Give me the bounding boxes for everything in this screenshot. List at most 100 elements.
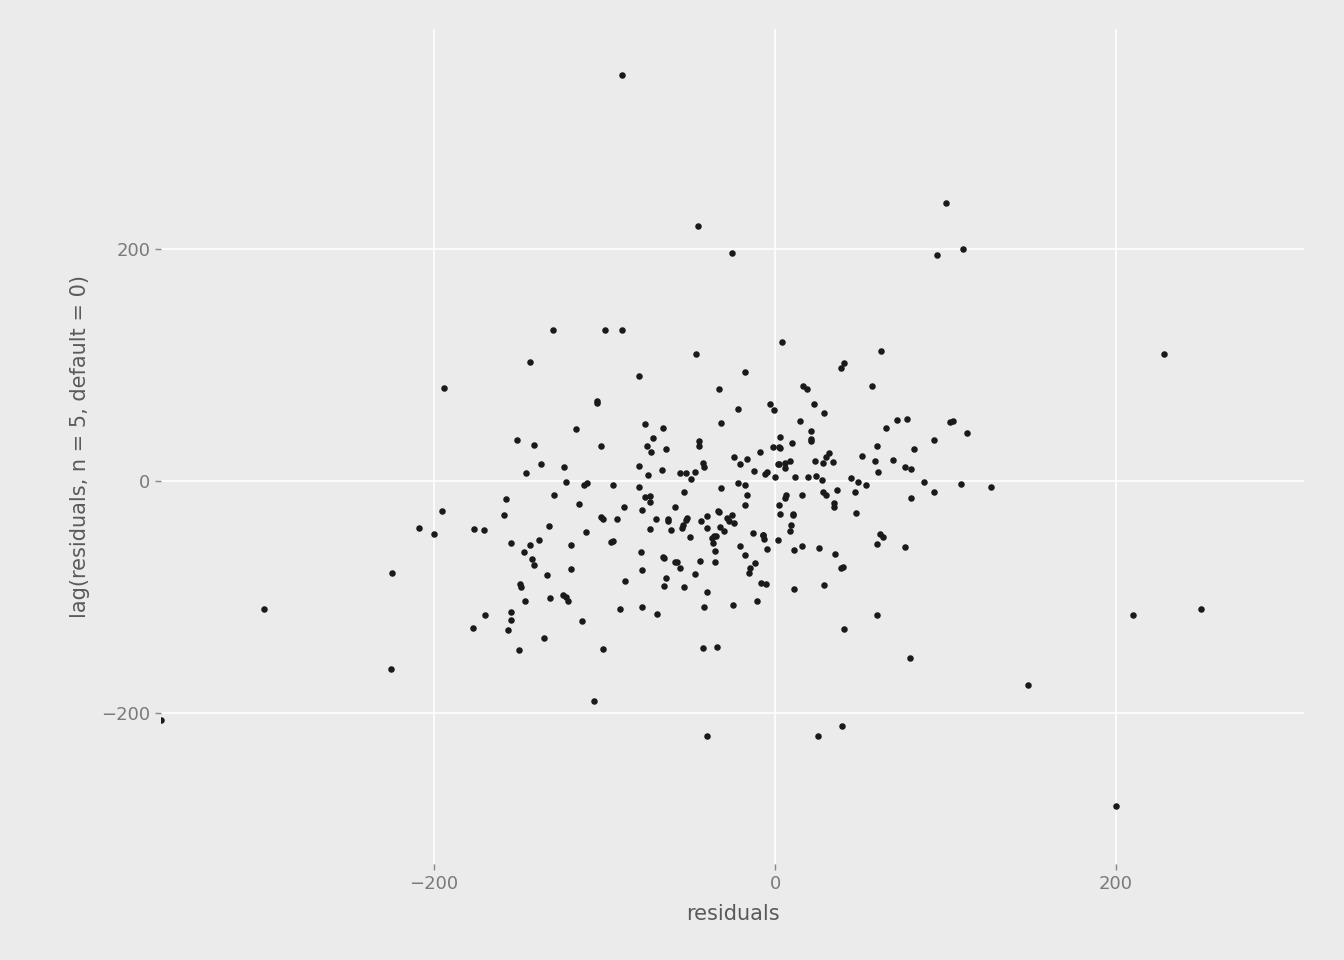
Point [685, 347, 707, 362]
Point [554, 459, 575, 474]
Point [676, 511, 698, 526]
Point [730, 456, 751, 471]
Point [508, 642, 530, 658]
Point [781, 436, 802, 451]
Point [806, 729, 828, 744]
Point [692, 640, 714, 656]
Point [753, 527, 774, 542]
Point [536, 567, 558, 583]
Point [782, 506, 804, 521]
Point [704, 554, 726, 569]
Point [737, 451, 758, 467]
Point [614, 573, 636, 588]
Point [528, 533, 550, 548]
Point [767, 456, 789, 471]
Point [716, 510, 738, 525]
Point [530, 456, 551, 471]
Point [569, 496, 590, 512]
Point [750, 444, 771, 460]
Point [613, 499, 634, 515]
Point [566, 421, 587, 437]
Point [923, 432, 945, 447]
Point [652, 420, 673, 436]
Point [675, 512, 696, 527]
Point [824, 546, 845, 562]
Point [708, 504, 730, 519]
Point [509, 577, 531, 592]
Point [757, 541, 778, 557]
Point [759, 396, 781, 412]
Point [650, 463, 672, 478]
Point [827, 483, 848, 498]
Point [382, 565, 403, 581]
Point [812, 455, 833, 470]
Point [637, 468, 659, 483]
Point [532, 631, 554, 646]
Point [734, 497, 755, 513]
Point [800, 431, 821, 446]
Point [739, 560, 761, 575]
Point [871, 343, 892, 358]
Point [712, 523, 734, 539]
Point [704, 543, 726, 559]
Point [867, 439, 888, 454]
Point [594, 323, 616, 338]
Point [796, 382, 817, 397]
Point [630, 544, 652, 560]
Point [770, 440, 792, 455]
Point [745, 555, 766, 570]
Point [710, 519, 731, 535]
Point [812, 472, 833, 488]
Point [634, 417, 656, 432]
Point [840, 470, 862, 486]
Point [511, 579, 532, 594]
Point [1122, 607, 1144, 622]
Point [831, 560, 852, 575]
Point [657, 514, 679, 529]
Point [900, 462, 922, 477]
Point [723, 516, 745, 531]
Point [980, 479, 1001, 494]
Point [571, 613, 593, 629]
Point [727, 475, 749, 491]
Point [702, 536, 723, 551]
Point [754, 467, 775, 482]
Point [434, 380, 456, 396]
Point [813, 577, 835, 592]
Point [809, 540, 831, 556]
Point [722, 597, 743, 612]
Point [575, 524, 597, 540]
Point [520, 354, 542, 370]
Point [694, 599, 715, 614]
Point [774, 491, 796, 506]
Point [609, 601, 630, 616]
Point [823, 454, 844, 469]
Point [1017, 677, 1039, 692]
Point [513, 593, 535, 609]
Point [707, 503, 728, 518]
Point [1153, 347, 1175, 362]
Point [886, 413, 907, 428]
Point [524, 438, 546, 453]
Point [723, 450, 745, 466]
Point [900, 490, 922, 505]
Point [602, 477, 624, 492]
Point [867, 465, 888, 480]
Point [640, 494, 661, 510]
Point [800, 433, 821, 448]
Point [952, 242, 973, 257]
Point [664, 554, 685, 569]
Point [703, 528, 724, 543]
Point [923, 484, 945, 499]
Point [762, 440, 784, 455]
Point [832, 559, 853, 574]
Point [935, 195, 957, 210]
Point [789, 413, 810, 428]
Point [675, 465, 696, 480]
Point [689, 514, 711, 529]
Point [657, 511, 679, 526]
Point [763, 402, 785, 418]
Point [555, 589, 577, 605]
Point [818, 445, 840, 461]
Point [638, 521, 660, 537]
